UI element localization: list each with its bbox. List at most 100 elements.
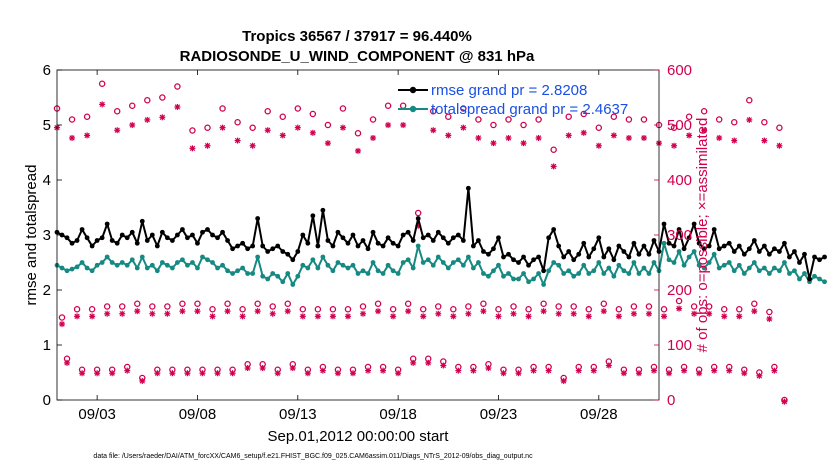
obs-assimilated-stroke [530,367,537,374]
obs-assimilated-marker [766,315,773,322]
series-totalspread-point [94,262,100,268]
obs-assimilated-stroke [104,311,110,317]
series-totalspread-point [124,262,130,268]
obs-possible-marker [746,97,753,104]
series-totalspread-point [310,257,316,263]
series-rmse-point [450,235,456,241]
obs-assimilated-marker [585,313,592,320]
obs-assimilated-marker [94,370,101,377]
series-totalspread-point [144,265,150,271]
series-totalspread-point [435,254,441,260]
obs-possible-marker [254,300,261,307]
obs-assimilated-marker [575,367,582,374]
obs-assimilated-stroke [576,367,582,374]
obs-possible-marker [660,305,668,313]
obs-possible-marker [389,305,397,313]
series-rmse-point [84,235,90,241]
obs-assimilated-stroke [239,313,246,320]
obs-possible-marker [339,105,347,112]
obs-assimilated-stroke [475,135,482,141]
obs-assimilated-stroke [495,313,502,320]
obs-possible-marker [465,303,472,310]
series-rmse-point [516,260,521,265]
series-totalspread-point [711,251,717,257]
obs-assimilated-stroke [395,370,401,376]
series-rmse-point [817,257,822,263]
obs-assimilated-marker [329,313,336,320]
series-totalspread-point [380,271,386,276]
y-axis-right-label: # of obs: o=possible; ×=assimilated [694,118,711,353]
obs-possible-marker [103,303,111,310]
obs-assimilated-marker [334,370,341,377]
series-rmse-point [315,243,321,249]
series-totalspread-point [606,265,612,271]
obs-assimilated-marker [269,310,276,317]
series-rmse-point [114,240,120,246]
series-rmse-point [591,246,597,252]
obs-assimilated-marker [99,101,106,108]
obs-assimilated-marker [756,372,763,379]
obs-possible-marker [279,113,286,121]
series-rmse-point [470,243,476,249]
obs-possible-marker [144,97,151,104]
obs-assimilated-stroke [234,137,241,144]
obs-possible-marker [700,108,708,115]
obs-assimilated-stroke [169,370,176,376]
obs-assimilated-marker [204,142,211,149]
chart-title-line2: RADIOSONDE_U_WIND_COMPONENT @ 831 hPa [180,48,535,65]
obs-assimilated-stroke [571,311,577,317]
obs-assimilated-stroke [335,370,341,376]
obs-assimilated-stroke [270,311,276,317]
obs-assimilated-stroke [310,130,316,136]
series-rmse-point [646,251,652,257]
obs-assimilated-stroke [330,313,336,320]
series-rmse-point [621,249,627,254]
obs-assimilated-stroke [390,313,396,320]
obs-assimilated-stroke [686,132,692,139]
obs-assimilated-marker [661,313,668,320]
obs-possible-marker [495,305,502,313]
series-totalspread-point [817,276,822,282]
series-rmse-point [822,254,827,260]
obs-assimilated-marker [355,147,361,154]
series-totalspread-point [64,268,70,274]
obs-assimilated-marker [505,134,512,141]
obs-assimilated-stroke [731,137,737,144]
series-rmse-point [149,232,155,238]
series-rmse-point [385,235,391,241]
obs-assimilated-marker [711,367,718,374]
obs-assimilated-stroke [385,122,391,128]
obs-assimilated-stroke [766,316,773,322]
obs-assimilated-marker [304,370,311,377]
obs-assimilated-marker [435,310,442,317]
series-rmse-point [511,257,516,263]
series-rmse-point [636,251,642,257]
obs-assimilated-marker [721,313,728,320]
obs-assimilated-marker [339,124,346,131]
obs-assimilated-marker [480,308,487,315]
y-left-tick-label: 4 [43,172,51,189]
series-rmse-point [119,232,125,238]
obs-possible-marker [685,113,693,121]
series-totalspread-point [686,254,692,260]
obs-assimilated-stroke [555,311,562,317]
obs-assimilated-stroke [164,311,171,317]
series-totalspread-point [89,268,95,274]
obs-assimilated-stroke [430,127,436,133]
obs-assimilated-stroke [305,370,311,376]
series-totalspread-point [751,260,757,265]
obs-assimilated-marker [440,362,447,369]
series-totalspread-point [812,273,817,279]
obs-assimilated-marker [640,134,647,141]
obs-assimilated-stroke [295,124,301,131]
series-rmse-point [190,232,195,238]
series-rmse-point [792,249,797,254]
obs-possible-marker [128,102,136,110]
series-rmse-point [330,243,336,249]
obs-assimilated-stroke [179,308,186,314]
legend-spread-marker [409,105,417,113]
series-rmse-point [551,227,557,232]
obs-assimilated-stroke [194,308,201,314]
series-rmse-point [410,238,416,243]
obs-assimilated-stroke [380,367,386,374]
